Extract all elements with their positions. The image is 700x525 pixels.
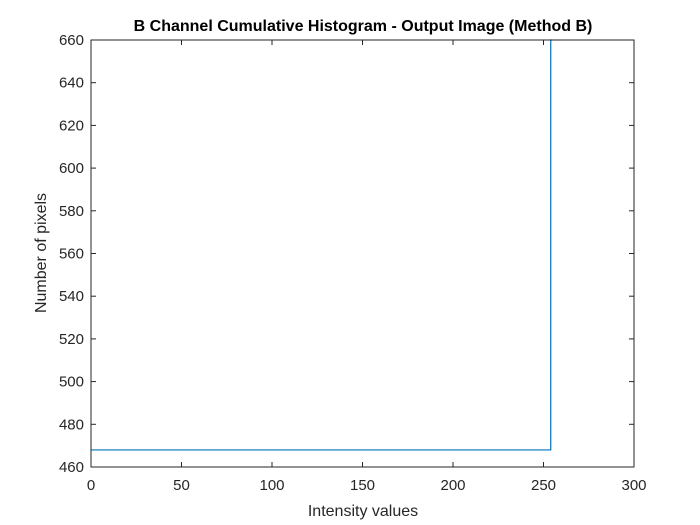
y-tick-label: 520 (59, 331, 84, 348)
plot-series (91, 39, 553, 451)
x-tick-label: 0 (87, 477, 95, 494)
x-tick-label: 250 (531, 477, 556, 494)
x-tick-label: 200 (440, 477, 465, 494)
x-tick-label: 50 (173, 477, 190, 494)
y-tick-label: 640 (59, 75, 84, 92)
y-tick-label: 560 (59, 246, 84, 263)
y-tick-label: 600 (59, 160, 84, 177)
axis-ticks: 0 50 100 150 200 250 300 460 480 500 520 540 560 580 6… (59, 32, 647, 494)
y-tick-label: 500 (59, 374, 84, 391)
y-tick-label: 580 (59, 203, 84, 220)
axes-box (90, 39, 635, 468)
y-axis-title: Number of pixels (33, 193, 50, 313)
y-tick-label: 480 (59, 416, 84, 433)
x-tick-label: 100 (259, 477, 284, 494)
y-tick-label: 460 (59, 459, 84, 476)
y-tick-label: 660 (59, 32, 84, 49)
x-tick-label: 300 (621, 477, 646, 494)
x-axis-title: Intensity values (308, 503, 418, 520)
y-tick-label: 620 (59, 117, 84, 134)
chart-title: B Channel Cumulative Histogram - Output … (134, 18, 593, 35)
series-line (91, 39, 553, 451)
y-tick-label: 540 (59, 288, 84, 305)
x-tick-label: 150 (350, 477, 375, 494)
